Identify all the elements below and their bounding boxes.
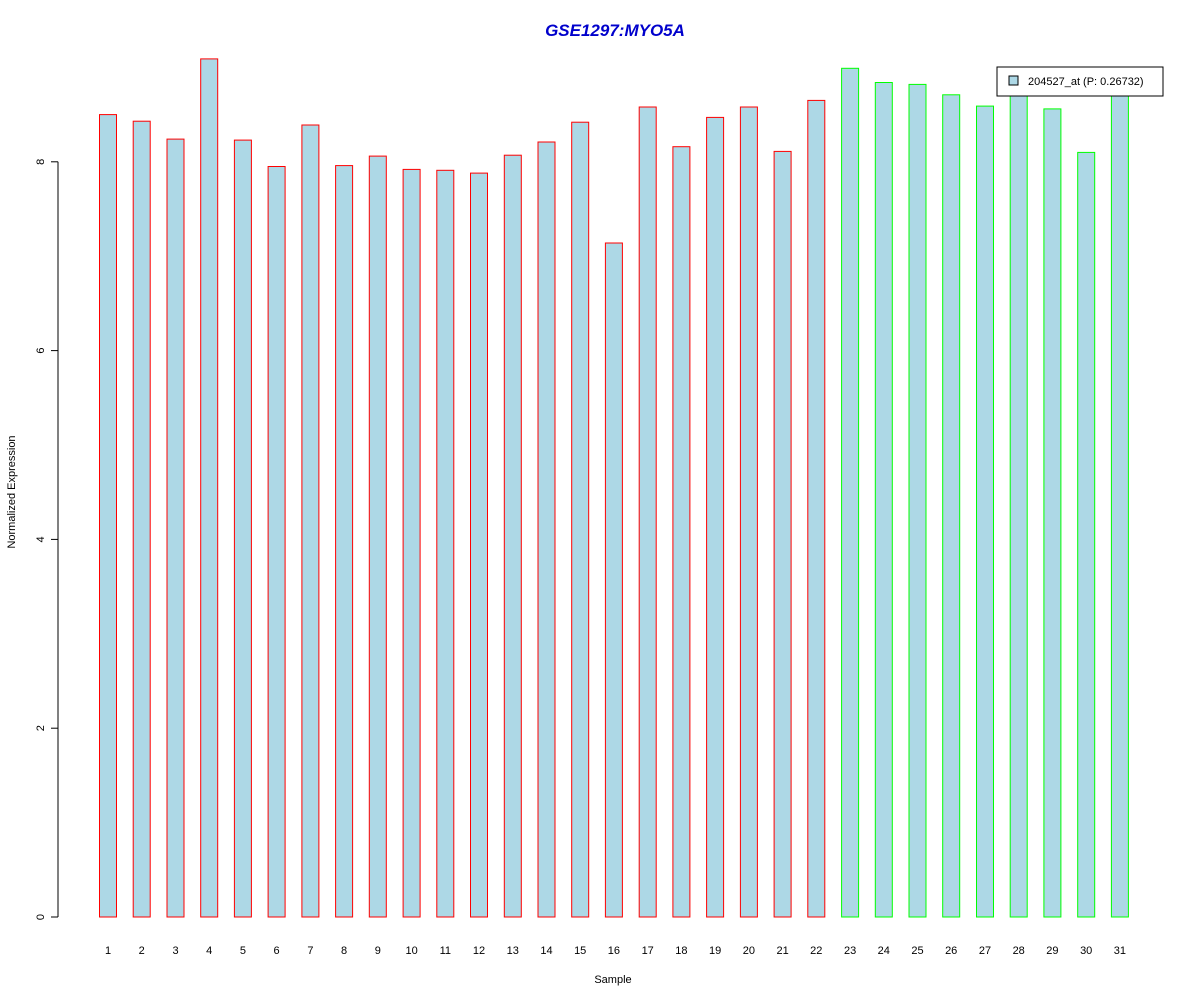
x-tick-label: 22 [810,945,822,957]
bar-sample-13 [503,154,522,918]
bar-sample-28 [1009,92,1028,918]
bar-sample-3 [166,138,185,918]
y-axis-label: Normalized Expression [6,435,18,548]
x-tick-label: 31 [1114,945,1126,957]
x-tick-label: 9 [375,945,381,957]
y-axis: 0 2 4 6 8 [35,159,59,920]
bar-sample-14 [537,141,556,918]
legend-series-label: 204527_at (P: 0.26732) [1028,76,1144,88]
x-tick-label: 20 [743,945,755,957]
x-tick-label: 29 [1046,945,1058,957]
x-tick-label: 2 [139,945,145,957]
bar-sample-5 [233,139,252,918]
x-tick-label: 25 [911,945,923,957]
bar-sample-25 [908,83,927,918]
bar-sample-12 [470,172,488,918]
bar-sample-16 [604,242,623,918]
x-tick-label: 28 [1013,945,1025,957]
legend-swatch [1008,75,1019,86]
y-tick-label: 2 [35,725,47,731]
bar-sample-22 [807,99,826,918]
bar-sample-29 [1043,108,1062,918]
x-tick-label: 16 [608,945,620,957]
bar-sample-15 [571,121,590,918]
bar-sample-6 [267,166,286,918]
x-tick-label: 8 [341,945,347,957]
bar-sample-18 [672,146,691,918]
bar-sample-26 [942,94,961,918]
legend-box [996,66,1164,97]
x-tick-label: 30 [1080,945,1092,957]
bar-sample-27 [976,105,994,918]
bar-sample-20 [739,106,758,918]
x-axis-label: Sample [594,974,631,986]
bar-sample-7 [301,124,320,918]
x-axis-labels: 1 2 3 4 5 6 7 8 9 10 11 12 13 14 15 16 17 18 19 20 21 22 23 24 2… [105,945,1126,957]
x-tick-label: 1 [105,945,111,957]
bar-sample-9 [368,155,387,918]
bar-sample-2 [132,120,151,918]
x-tick-label: 27 [979,945,991,957]
bar-sample-31 [1110,91,1129,918]
x-tick-label: 19 [709,945,721,957]
x-tick-label: 17 [642,945,654,957]
bar-sample-1 [99,114,117,918]
y-tick-label: 4 [35,536,47,542]
x-tick-label: 24 [878,945,890,957]
bars [99,58,1129,918]
x-tick-label: 3 [172,945,178,957]
x-tick-label: 14 [540,945,552,957]
legend: 204527_at (P: 0.26732) [996,66,1164,97]
x-tick-label: 12 [473,945,485,957]
x-tick-label: 10 [405,945,417,957]
bar-sample-17 [638,106,657,918]
x-tick-label: 4 [206,945,212,957]
bar-sample-19 [706,116,725,918]
bar-sample-8 [335,165,354,918]
y-tick-label: 8 [35,159,47,165]
y-tick-label: 6 [35,348,47,354]
bar-sample-24 [874,82,893,918]
x-tick-label: 18 [675,945,687,957]
bar-sample-10 [402,168,421,918]
x-tick-label: 15 [574,945,586,957]
x-tick-label: 6 [274,945,280,957]
bar-sample-4 [200,58,219,918]
bar-sample-21 [773,150,792,918]
chart-title: GSE1297:MYO5A [545,21,685,40]
bar-sample-11 [436,169,455,918]
x-tick-label: 13 [507,945,519,957]
x-tick-label: 21 [776,945,788,957]
x-tick-label: 23 [844,945,856,957]
x-tick-label: 11 [440,945,451,957]
y-tick-label: 0 [35,914,47,920]
x-tick-label: 5 [240,945,246,957]
bar-sample-23 [841,67,860,918]
x-tick-label: 7 [307,945,313,957]
bar-sample-30 [1077,151,1096,918]
x-tick-label: 26 [945,945,957,957]
